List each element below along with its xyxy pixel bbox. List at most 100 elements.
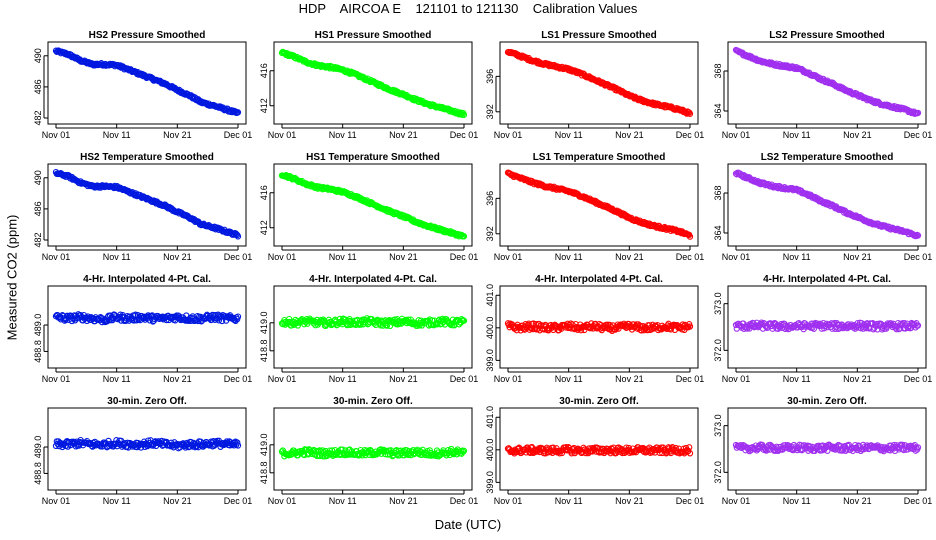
data-point (607, 83, 614, 90)
x-tick-label: Nov 01 (42, 130, 71, 140)
data-point (160, 202, 167, 210)
x-tick-label: Dec 01 (904, 374, 933, 384)
data-point (914, 109, 922, 117)
x-tick-label: Nov 01 (42, 496, 71, 506)
x-tick-label: Nov 11 (329, 252, 357, 262)
y-tick-label: 373.0 (713, 292, 723, 315)
plot-frame (727, 285, 927, 369)
panel-title: 30-min. Zero Off. (333, 396, 413, 407)
data-point (546, 325, 553, 332)
x-tick-label: Nov 01 (268, 130, 297, 140)
panel: 4-Hr. Interpolated 4-Pt. Cal. Nov 01 Nov 1… (485, 274, 704, 384)
x-tick-label: Nov 21 (389, 496, 418, 506)
data-point (595, 448, 602, 455)
x-tick-label: Nov 21 (389, 374, 418, 384)
plot-frame (47, 41, 247, 125)
data-point (573, 447, 580, 454)
plot-frame (727, 163, 927, 247)
panel-title: 4-Hr. Interpolated 4-Pt. Cal. (763, 274, 891, 285)
y-tick-label: 488.8 (33, 340, 43, 363)
y-tick-label: 392 (485, 104, 495, 119)
data-point (234, 442, 242, 449)
panel: LS2 Pressure Smoothed Nov 01 Nov 11 Nov 21 D… (713, 30, 932, 140)
y-tick-label: 372.0 (713, 461, 723, 484)
y-tick-label: 486 (33, 79, 43, 94)
panel-title: HS2 Pressure Smoothed (89, 30, 206, 41)
data-point (391, 88, 399, 95)
x-tick-label: Nov 01 (722, 374, 751, 384)
x-tick-label: Nov 21 (389, 130, 418, 140)
panel: LS2 Temperature Smoothed Nov 01 Nov 11 Nov … (713, 152, 932, 262)
panel: 4-Hr. Interpolated 4-Pt. Cal. Nov 01 Nov 1… (33, 274, 252, 384)
x-tick-label: Dec 01 (904, 252, 933, 262)
panel-title: LS2 Pressure Smoothed (769, 30, 885, 41)
x-tick-label: Nov 21 (163, 374, 192, 384)
y-tick-label: 396 (485, 191, 495, 206)
panel-title: 4-Hr. Interpolated 4-Pt. Cal. (83, 274, 211, 285)
x-tick-label: Nov 21 (615, 252, 644, 262)
data-point (581, 326, 588, 334)
y-tick-label: 373.0 (713, 414, 723, 437)
y-tick-label: 486 (33, 201, 43, 216)
data-point (134, 312, 142, 319)
x-tick-label: Nov 11 (555, 374, 583, 384)
y-tick-label: 372.0 (713, 339, 723, 362)
x-tick-label: Nov 11 (783, 496, 811, 506)
data-point (547, 321, 555, 329)
panel: 4-Hr. Interpolated 4-Pt. Cal. Nov 01 Nov 1… (713, 274, 932, 384)
plot-frame (273, 407, 473, 491)
x-tick-label: Nov 21 (163, 130, 192, 140)
data-point (656, 449, 663, 457)
x-tick-label: Nov 01 (494, 496, 523, 506)
x-tick-label: Nov 21 (843, 252, 872, 262)
panel-title: 4-Hr. Interpolated 4-Pt. Cal. (535, 274, 663, 285)
y-tick-label: 416 (259, 63, 269, 78)
x-tick-label: Nov 21 (615, 374, 644, 384)
data-point (234, 313, 242, 320)
x-tick-label: Nov 01 (722, 252, 751, 262)
x-tick-label: Nov 11 (103, 252, 131, 262)
x-tick-label: Nov 01 (268, 496, 297, 506)
plot-frame (499, 407, 699, 491)
y-tick-label: 482 (33, 232, 43, 247)
y-tick-label: 412 (259, 98, 269, 113)
panel: 30-min. Zero Off. Nov 01 Nov 11 Nov 21 Dec 0… (259, 396, 478, 506)
data-point (319, 447, 326, 454)
x-tick-label: Nov 11 (329, 496, 357, 506)
y-tick-label: 400.0 (485, 317, 495, 340)
x-tick-label: Nov 01 (268, 252, 297, 262)
y-tick-label: 400.0 (485, 439, 495, 462)
plot-frame (727, 41, 927, 125)
x-tick-label: Nov 11 (103, 130, 131, 140)
x-tick-label: Nov 11 (555, 252, 583, 262)
x-tick-label: Dec 01 (224, 130, 253, 140)
x-tick-label: Nov 21 (843, 374, 872, 384)
x-tick-label: Dec 01 (450, 496, 479, 506)
plot-frame (47, 407, 247, 491)
y-tick-label: 482 (33, 110, 43, 125)
x-tick-label: Nov 01 (722, 130, 751, 140)
x-tick-label: Dec 01 (676, 130, 705, 140)
plot-frame (727, 407, 927, 491)
data-point (405, 316, 412, 323)
y-tick-label: 489.0 (33, 436, 43, 459)
data-point (286, 315, 293, 323)
data-point (686, 450, 694, 457)
x-tick-label: Nov 21 (163, 496, 192, 506)
x-axis-label: Date (UTC) (434, 517, 502, 532)
x-tick-label: Nov 21 (389, 252, 418, 262)
panel: HS1 Pressure Smoothed Nov 01 Nov 11 Nov 21 D… (259, 30, 478, 140)
data-point (234, 109, 242, 116)
x-tick-label: Nov 11 (555, 130, 583, 140)
x-tick-label: Nov 01 (42, 252, 71, 262)
data-point (682, 109, 690, 116)
y-tick-label: 364 (713, 103, 723, 118)
y-tick-label: 418.8 (259, 462, 269, 485)
panel-title: LS1 Temperature Smoothed (533, 152, 666, 163)
data-point (893, 326, 900, 333)
panel-title: HS1 Temperature Smoothed (306, 152, 440, 163)
x-tick-label: Dec 01 (676, 374, 705, 384)
panel: LS1 Pressure Smoothed Nov 01 Nov 11 Nov 21 D… (485, 30, 704, 140)
panel-title: 4-Hr. Interpolated 4-Pt. Cal. (309, 274, 437, 285)
